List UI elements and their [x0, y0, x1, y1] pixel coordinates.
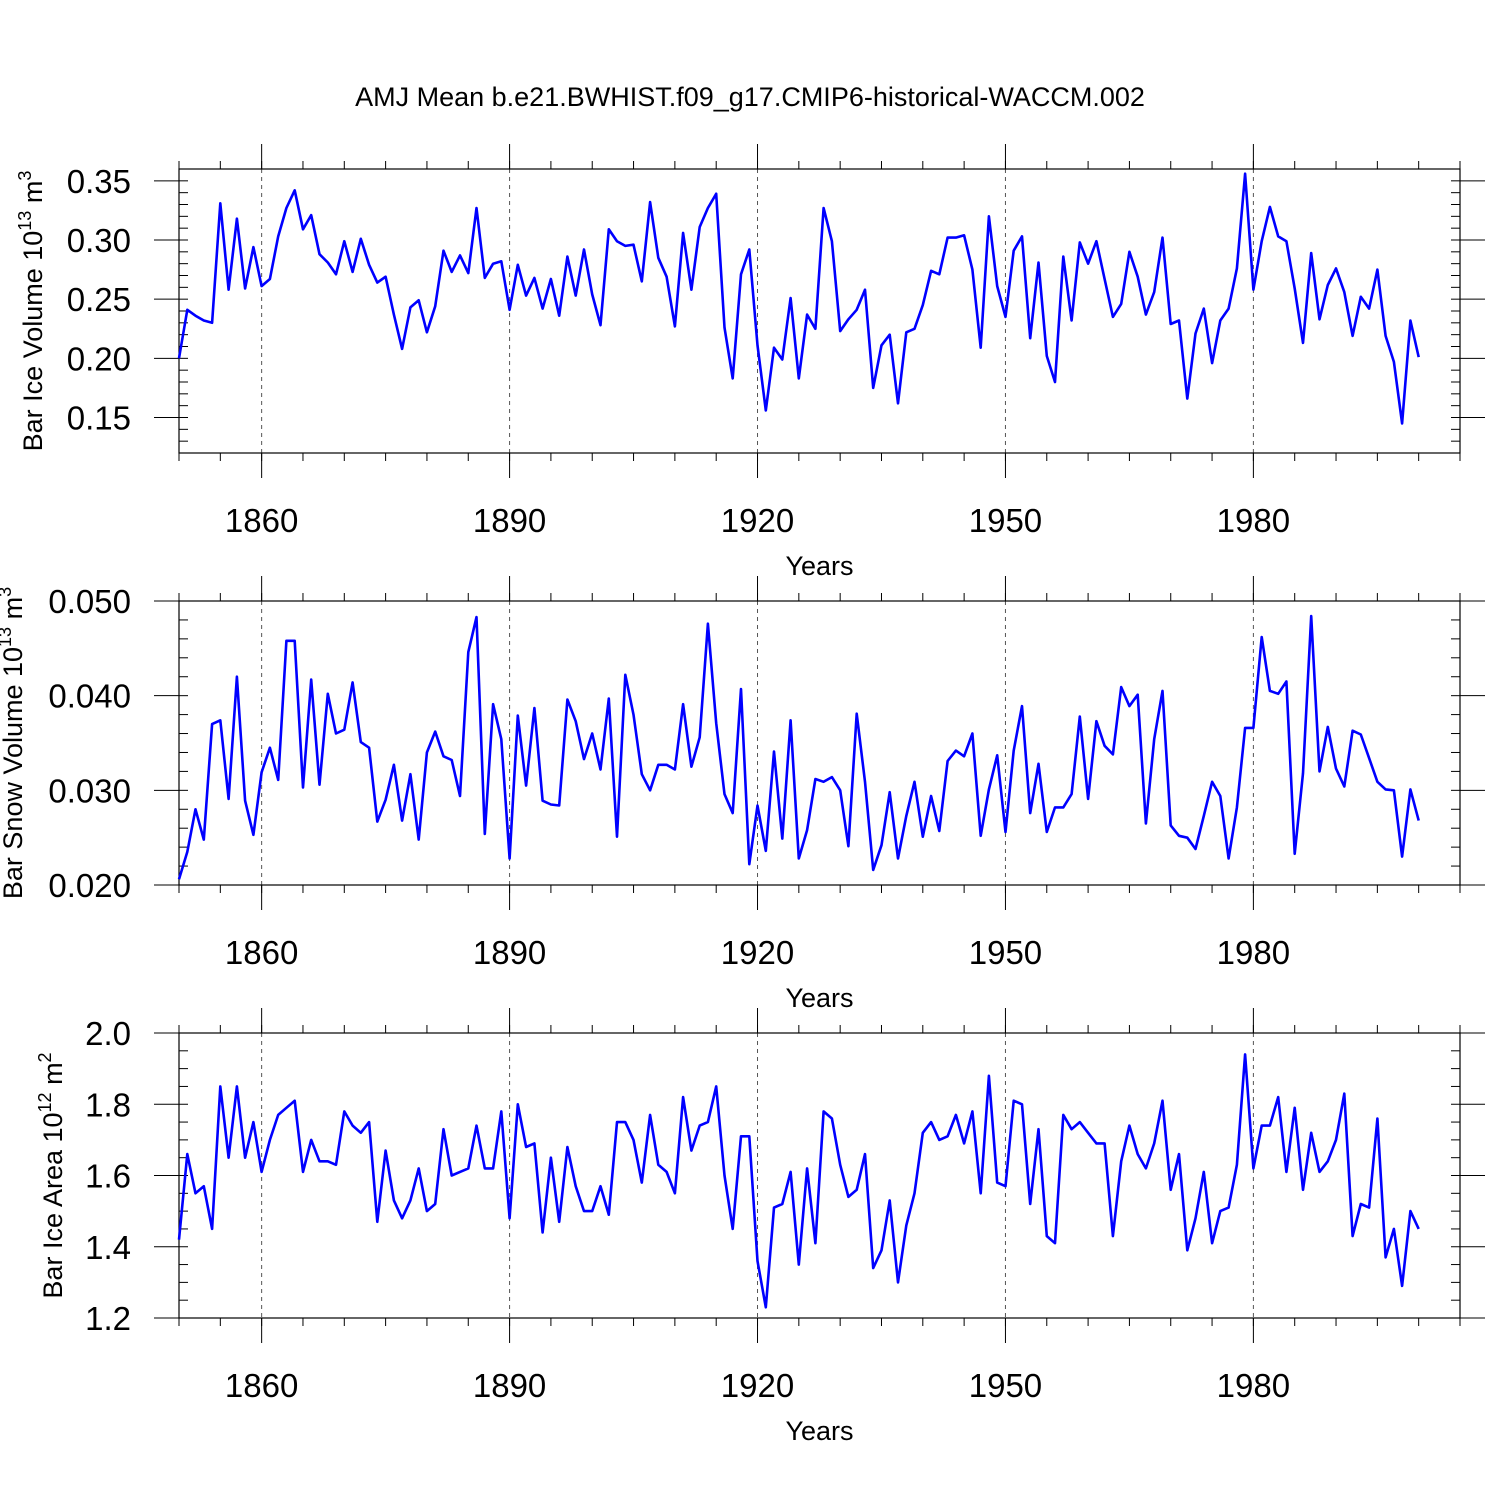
x-axis-label: Years — [785, 1416, 853, 1446]
y-tick-label: 0.35 — [67, 163, 131, 200]
x-tick-label: 1950 — [969, 934, 1042, 971]
plot-frame — [178, 1032, 1461, 1319]
x-tick-label: 1920 — [721, 934, 794, 971]
plot-frame — [178, 168, 1461, 454]
y-tick-label: 2.0 — [85, 1015, 131, 1052]
panel-1: 0.15 0.20 0.25 0.30 0.35 1860 1890 1920 1950 1980… — [15, 144, 1485, 581]
data-line-1 — [177, 172, 1420, 425]
x-tick-label: 1860 — [225, 1367, 298, 1404]
panel-2: 0.020 0.030 0.040 0.050 1860 1890 1920 1950 1980… — [0, 576, 1485, 1013]
x-tick-label: 1920 — [721, 502, 794, 539]
y-tick-label: 0.25 — [67, 281, 131, 318]
x-axis-label: Years — [785, 551, 853, 581]
x-tick-label: 1860 — [225, 934, 298, 971]
y-axis-label: Bar Snow Volume 1013 m3 — [0, 587, 28, 899]
y-tick-label: 0.050 — [48, 583, 131, 620]
x-tick-label: 1920 — [721, 1367, 794, 1404]
y-axis-label: Bar Ice Volume 1013 m3 — [15, 171, 48, 452]
plot-frame — [178, 600, 1461, 886]
y-tick-label: 0.20 — [67, 340, 131, 377]
x-tick-label: 1890 — [473, 1367, 546, 1404]
y-tick-label: 0.040 — [48, 678, 131, 715]
x-tick-label: 1890 — [473, 934, 546, 971]
y-tick-label: 0.030 — [48, 772, 131, 809]
y-tick-label: 0.30 — [67, 222, 131, 259]
y-tick-label: 1.6 — [85, 1158, 131, 1195]
y-tick-label: 1.8 — [85, 1086, 131, 1123]
x-tick-label: 1950 — [969, 502, 1042, 539]
y-tick-label: 0.020 — [48, 867, 131, 904]
figure-title: AMJ Mean b.e21.BWHIST.f09_g17.CMIP6-hist… — [355, 82, 1145, 112]
x-axis-label: Years — [785, 983, 853, 1013]
x-tick-label: 1860 — [225, 502, 298, 539]
x-tick-label: 1980 — [1217, 934, 1290, 971]
panel-3: 1.2 1.4 1.6 1.8 2.0 1860 1890 1920 1950 1980 Years… — [35, 1008, 1485, 1446]
y-tick-label: 1.4 — [85, 1229, 131, 1266]
y-tick-label: 1.2 — [85, 1300, 131, 1337]
data-line-3 — [177, 1053, 1420, 1309]
data-line-2 — [177, 614, 1420, 880]
x-tick-label: 1950 — [969, 1367, 1042, 1404]
x-tick-label: 1980 — [1217, 1367, 1290, 1404]
x-tick-label: 1980 — [1217, 502, 1290, 539]
y-tick-label: 0.15 — [67, 400, 131, 437]
y-axis-label: Bar Ice Area 1012 m2 — [35, 1052, 68, 1298]
x-tick-label: 1890 — [473, 502, 546, 539]
